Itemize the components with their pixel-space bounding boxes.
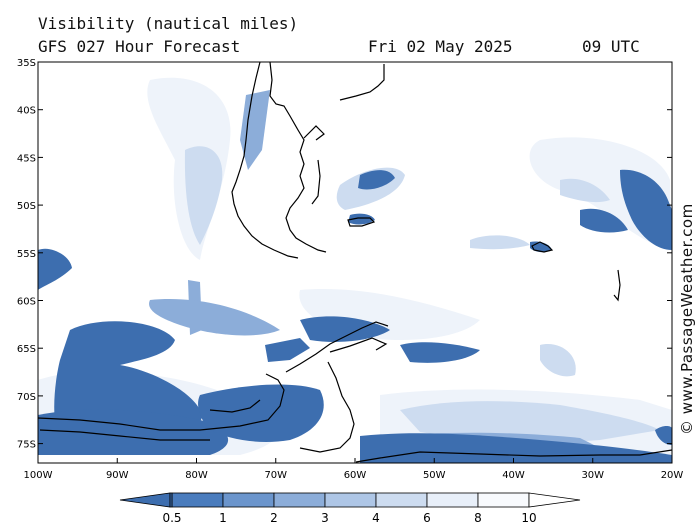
- legend-tick-label: 0.5: [162, 511, 181, 525]
- map-title: Visibility (nautical miles): [38, 14, 299, 33]
- longitude-axis: 100W 90W 80W 70W 60W 50W 40W 30W 20W: [24, 458, 684, 481]
- legend-tick-label: 3: [321, 511, 329, 525]
- legend-swatch: [528, 492, 581, 508]
- legend-tick-label: 6: [423, 511, 431, 525]
- latitude-axis: 35S 40S 45S 50S 55S 60S 65S 70S 75S: [17, 58, 672, 451]
- lat-label: 55S: [17, 249, 36, 260]
- legend-tick-label: 4: [372, 511, 380, 525]
- lon-label: 70W: [264, 470, 287, 481]
- lat-label: 40S: [17, 106, 36, 117]
- legend-swatch: [477, 492, 530, 508]
- legend-swatch: [273, 492, 326, 508]
- lon-label: 30W: [581, 470, 604, 481]
- lat-label: 60S: [17, 297, 36, 308]
- legend-swatch: [171, 492, 224, 508]
- legend-tick-label: 8: [474, 511, 482, 525]
- lat-label: 70S: [17, 392, 36, 403]
- forecast-date: Fri 02 May 2025: [368, 37, 513, 56]
- visibility-legend: 0.5 1 2 3 4 6 8 10: [119, 492, 581, 525]
- low-visibility-patches: [38, 169, 672, 463]
- lon-label: 90W: [106, 470, 129, 481]
- legend-swatch: [169, 492, 173, 508]
- lon-label: 80W: [185, 470, 208, 481]
- lon-label: 40W: [502, 470, 525, 481]
- lon-label: 100W: [24, 470, 53, 481]
- coastlines: [38, 62, 672, 463]
- light-patches: [184, 146, 660, 443]
- lat-label: 45S: [17, 153, 36, 164]
- lon-label: 60W: [344, 470, 367, 481]
- legend-swatch: [324, 492, 377, 508]
- visibility-field: [38, 62, 672, 463]
- legend-tick-label: 10: [521, 511, 536, 525]
- lat-label: 65S: [17, 344, 36, 355]
- legend-tick-label: 2: [270, 511, 278, 525]
- legend-swatch: [426, 492, 479, 508]
- legend-tick-label: 1: [219, 511, 227, 525]
- legend-swatch: [375, 492, 428, 508]
- forecast-subtitle: GFS 027 Hour Forecast: [38, 37, 241, 56]
- lat-label: 35S: [17, 58, 36, 69]
- forecast-time: 09 UTC: [582, 37, 640, 56]
- legend-swatch: [222, 492, 275, 508]
- lon-label: 20W: [661, 470, 684, 481]
- lat-label: 75S: [17, 440, 36, 451]
- legend-swatch: [119, 492, 171, 508]
- lon-label: 50W: [423, 470, 446, 481]
- lat-label: 50S: [17, 201, 36, 212]
